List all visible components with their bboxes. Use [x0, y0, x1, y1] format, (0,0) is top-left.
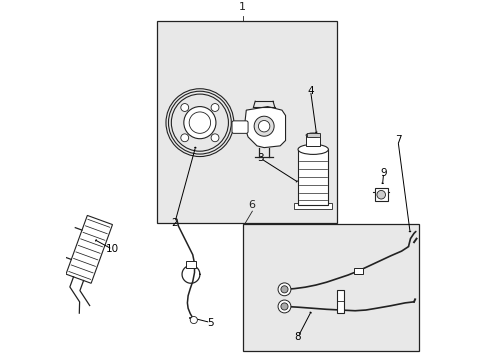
Circle shape	[280, 286, 287, 293]
Circle shape	[181, 104, 188, 112]
Text: 4: 4	[306, 86, 313, 95]
Circle shape	[278, 283, 290, 296]
Bar	[354, 268, 362, 274]
Circle shape	[181, 134, 188, 142]
Bar	[186, 261, 195, 268]
Text: 7: 7	[394, 135, 401, 145]
Circle shape	[376, 190, 385, 199]
Circle shape	[211, 134, 219, 142]
Bar	[337, 291, 344, 312]
Polygon shape	[66, 215, 112, 283]
Circle shape	[190, 316, 197, 324]
Bar	[305, 135, 320, 146]
Text: 10: 10	[106, 244, 119, 255]
Circle shape	[254, 116, 274, 136]
Text: 3: 3	[257, 153, 264, 163]
Polygon shape	[244, 107, 285, 148]
Circle shape	[258, 121, 269, 132]
Ellipse shape	[305, 133, 320, 137]
Text: 2: 2	[171, 217, 178, 228]
Bar	[242, 224, 419, 351]
Bar	[374, 188, 387, 201]
Text: 6: 6	[247, 200, 255, 210]
Bar	[294, 203, 331, 209]
Text: 5: 5	[207, 318, 213, 328]
Ellipse shape	[297, 144, 328, 154]
Circle shape	[189, 112, 210, 133]
Circle shape	[278, 300, 290, 313]
Text: 8: 8	[294, 332, 301, 342]
Circle shape	[280, 303, 287, 310]
Text: 9: 9	[380, 168, 386, 177]
Circle shape	[183, 107, 216, 139]
Bar	[306, 133, 319, 137]
Text: 1: 1	[239, 2, 246, 12]
Bar	[297, 149, 328, 205]
Bar	[157, 21, 337, 222]
Circle shape	[211, 104, 219, 112]
FancyBboxPatch shape	[231, 121, 247, 133]
